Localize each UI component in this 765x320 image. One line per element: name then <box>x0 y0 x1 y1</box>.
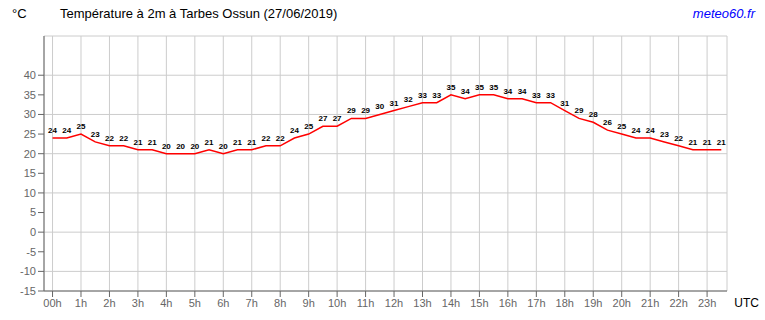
svg-text:40: 40 <box>24 69 36 81</box>
svg-text:33: 33 <box>418 91 427 100</box>
svg-text:25: 25 <box>77 122 86 131</box>
svg-text:21: 21 <box>247 138 256 147</box>
svg-text:20: 20 <box>24 148 36 160</box>
html-text:Température à 2m à Tarbes Ossu: Température à 2m à Tarbes Ossun (27/06/2… <box>60 6 338 21</box>
svg-text:21: 21 <box>233 138 242 147</box>
svg-text:23h: 23h <box>698 297 716 309</box>
svg-text:31: 31 <box>390 99 399 108</box>
svg-text:24: 24 <box>646 126 655 135</box>
svg-text:21: 21 <box>703 138 712 147</box>
svg-text:30: 30 <box>375 102 384 111</box>
svg-text:24: 24 <box>62 126 71 135</box>
svg-text:11h: 11h <box>357 297 375 309</box>
svg-text:25: 25 <box>24 128 36 140</box>
svg-text:5h: 5h <box>189 297 201 309</box>
svg-text:21: 21 <box>148 138 157 147</box>
svg-text:12h: 12h <box>385 297 403 309</box>
svg-text:22: 22 <box>119 134 128 143</box>
svg-text:27: 27 <box>318 114 327 123</box>
svg-text:5: 5 <box>30 206 36 218</box>
svg-text:33: 33 <box>532 91 541 100</box>
svg-text:0: 0 <box>30 226 36 238</box>
svg-text:22: 22 <box>105 134 114 143</box>
svg-text:32: 32 <box>404 95 413 104</box>
svg-text:21: 21 <box>717 138 726 147</box>
html-text:meteo60.fr: meteo60.fr <box>692 6 755 21</box>
svg-text:23: 23 <box>91 130 100 139</box>
html-text:°C: °C <box>12 6 27 21</box>
svg-text:20: 20 <box>219 142 228 151</box>
svg-text:-10: -10 <box>20 265 36 277</box>
svg-text:24: 24 <box>631 126 640 135</box>
svg-text:33: 33 <box>432 91 441 100</box>
svg-text:10: 10 <box>24 187 36 199</box>
svg-text:22: 22 <box>276 134 285 143</box>
svg-text:14h: 14h <box>442 297 460 309</box>
svg-text:25: 25 <box>304 122 313 131</box>
svg-text:34: 34 <box>503 87 512 96</box>
svg-text:34: 34 <box>518 87 527 96</box>
svg-text:35: 35 <box>475 83 484 92</box>
svg-text:15h: 15h <box>470 297 488 309</box>
svg-text:33: 33 <box>546 91 555 100</box>
svg-text:17h: 17h <box>527 297 545 309</box>
svg-text:35: 35 <box>489 83 498 92</box>
svg-text:3h: 3h <box>132 297 144 309</box>
svg-text:1h: 1h <box>75 297 87 309</box>
svg-text:20: 20 <box>162 142 171 151</box>
svg-text:28: 28 <box>589 110 598 119</box>
svg-text:8h: 8h <box>274 297 286 309</box>
svg-text:35: 35 <box>24 89 36 101</box>
svg-text:22: 22 <box>262 134 271 143</box>
svg-text:35: 35 <box>447 83 456 92</box>
svg-text:6h: 6h <box>217 297 229 309</box>
svg-text:30: 30 <box>24 108 36 120</box>
svg-text:26: 26 <box>603 118 612 127</box>
svg-text:-15: -15 <box>20 285 36 297</box>
html-text:UTC: UTC <box>734 296 759 310</box>
svg-text:16h: 16h <box>499 297 517 309</box>
svg-text:27: 27 <box>333 114 342 123</box>
svg-text:29: 29 <box>575 106 584 115</box>
svg-text:10h: 10h <box>328 297 346 309</box>
svg-text:15: 15 <box>24 167 36 179</box>
svg-text:20: 20 <box>190 142 199 151</box>
svg-text:18h: 18h <box>556 297 574 309</box>
svg-text:21: 21 <box>688 138 697 147</box>
svg-text:22: 22 <box>674 134 683 143</box>
svg-text:-5: -5 <box>26 246 36 258</box>
svg-text:25: 25 <box>617 122 626 131</box>
svg-text:29: 29 <box>361 106 370 115</box>
svg-text:21: 21 <box>133 138 142 147</box>
svg-text:4h: 4h <box>160 297 172 309</box>
svg-text:31: 31 <box>560 99 569 108</box>
svg-text:13h: 13h <box>413 297 431 309</box>
svg-text:21: 21 <box>205 138 214 147</box>
svg-text:00h: 00h <box>43 297 61 309</box>
svg-text:9h: 9h <box>303 297 315 309</box>
svg-text:29: 29 <box>347 106 356 115</box>
svg-text:24: 24 <box>290 126 299 135</box>
svg-text:2h: 2h <box>103 297 115 309</box>
svg-text:19h: 19h <box>584 297 602 309</box>
svg-text:34: 34 <box>461 87 470 96</box>
svg-text:23: 23 <box>660 130 669 139</box>
svg-text:7h: 7h <box>246 297 258 309</box>
svg-text:21h: 21h <box>641 297 659 309</box>
svg-text:22h: 22h <box>669 297 687 309</box>
svg-text:20h: 20h <box>613 297 631 309</box>
svg-text:24: 24 <box>48 126 57 135</box>
svg-text:20: 20 <box>176 142 185 151</box>
